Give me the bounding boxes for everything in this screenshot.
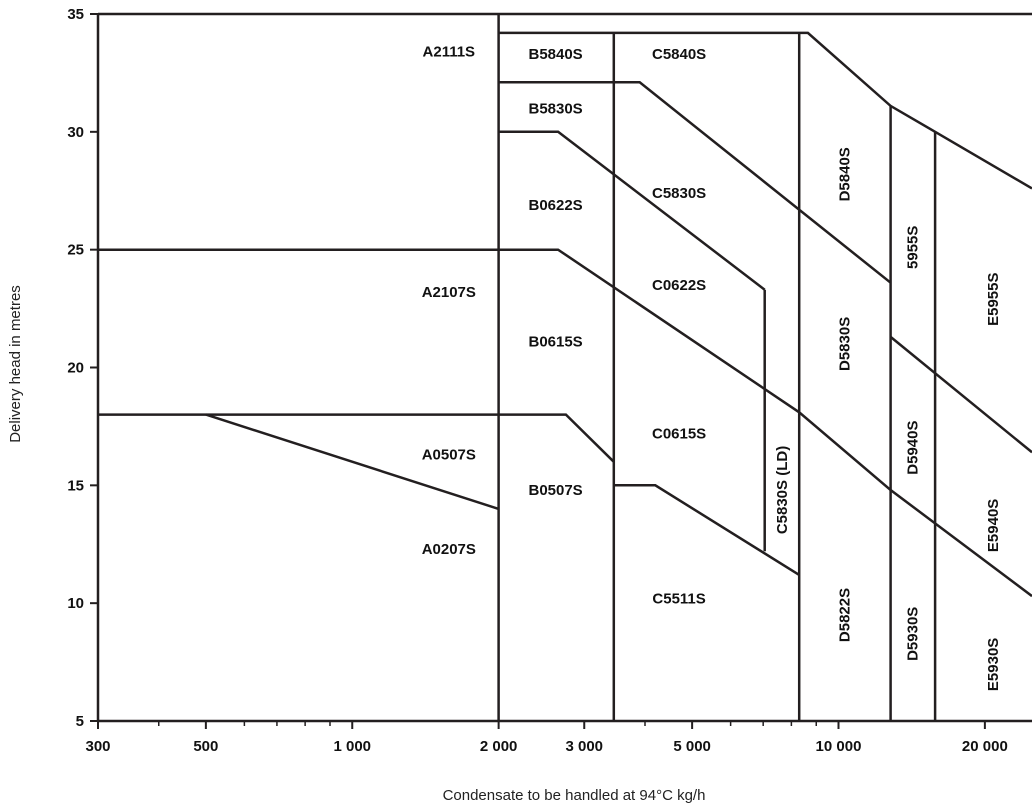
x-tick-label: 5 000: [673, 738, 711, 755]
x-tick-label: 500: [193, 738, 218, 755]
region-label: D5930S: [905, 607, 922, 661]
region-label: B0622S: [528, 197, 582, 214]
region-label: D5830S: [837, 317, 854, 371]
region-label: C5840S: [652, 46, 706, 63]
boundary-line: [98, 248, 1032, 598]
x-tick-label: 10 000: [816, 738, 862, 755]
region-label: A0207S: [422, 541, 476, 558]
region-label: D5822S: [837, 588, 854, 642]
region-label: A2107S: [422, 284, 476, 301]
y-tick-label: 5: [76, 713, 84, 730]
x-tick-label: 20 000: [962, 738, 1008, 755]
region-label: C0615S: [652, 426, 706, 443]
region-label: B0507S: [528, 482, 582, 499]
y-axis-title: Delivery head in metres: [7, 285, 24, 443]
region-label: 5955S: [905, 226, 922, 269]
boundary-line: [498, 81, 892, 284]
boundary-line: [498, 130, 766, 291]
region-label: B5840S: [528, 46, 582, 63]
region-label: B5830S: [528, 100, 582, 117]
y-tick-label: 20: [67, 360, 84, 377]
region-label: C0622S: [652, 277, 706, 294]
x-tick-label: 300: [85, 738, 110, 755]
region-label: D5940S: [905, 420, 922, 474]
region-label: E5930S: [985, 638, 1002, 691]
axes: 5 10 15 20 25 30 35 300 500 1 000 2 000 3 000 5 000…: [67, 6, 1032, 755]
x-tick-label: 2 000: [480, 738, 518, 755]
region-labels: A2111S B5840S C5840S B5830S D5840S C5830S B062…: [422, 44, 1003, 691]
y-tick-label: 25: [67, 242, 84, 259]
region-label: B0615S: [528, 334, 582, 351]
y-tick-label: 30: [67, 124, 84, 141]
region-label: A2111S: [423, 44, 476, 61]
x-tick-label: 3 000: [565, 738, 603, 755]
region-label: E5940S: [985, 499, 1002, 552]
region-label: C5511S: [652, 591, 705, 608]
y-tick-label: 35: [67, 6, 84, 23]
boundary-line: [889, 335, 1032, 454]
y-tick-label: 10: [67, 595, 84, 612]
boundary-line: [205, 413, 499, 511]
region-label: A0507S: [422, 447, 476, 464]
y-tick-label: 15: [67, 477, 84, 494]
region-label: C5830S: [652, 185, 706, 202]
region-label: C5830S (LD): [774, 446, 791, 534]
boundary-lines: [98, 12, 1032, 721]
boundary-line: [613, 484, 800, 576]
x-tick-label: 1 000: [333, 738, 371, 755]
x-axis-title: Condensate to be handled at 94°C kg/h: [443, 787, 706, 804]
y-axis-ticks: 5 10 15 20 25 30 35: [67, 6, 98, 730]
region-label: D5840S: [837, 147, 854, 201]
region-label: E5955S: [985, 273, 1002, 326]
x-axis-ticks: 300 500 1 000 2 000 3 000 5 000 10 000 20 000: [85, 721, 1008, 755]
boundary-line: [98, 413, 615, 463]
